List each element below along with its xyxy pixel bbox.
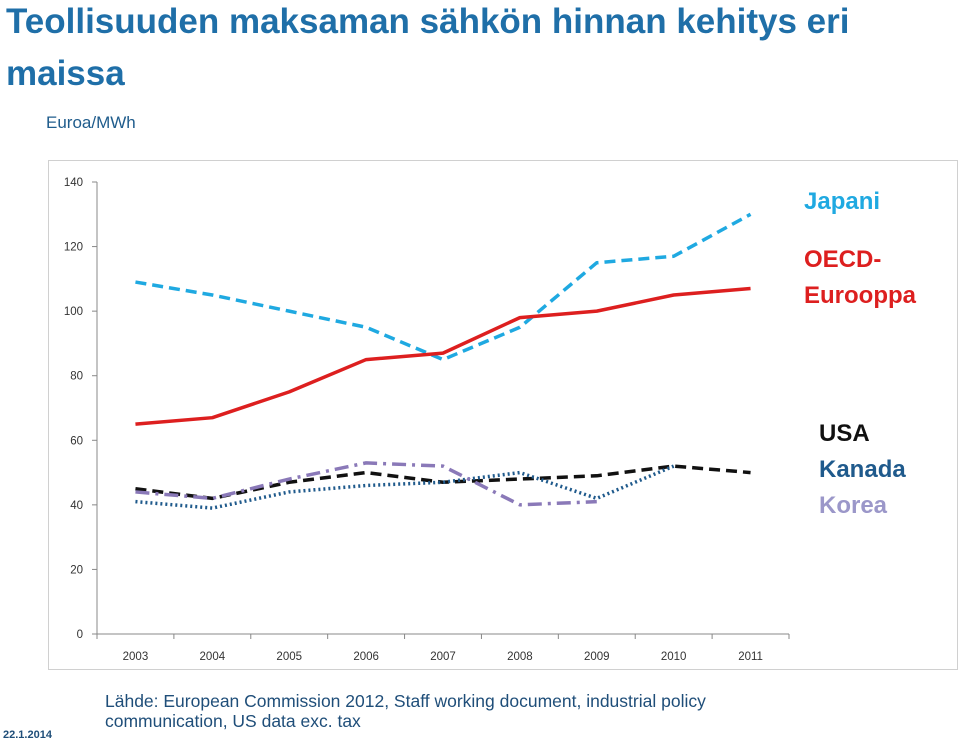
source-line-2: communication, US data exc. tax [105,711,361,731]
y-tick-label: 140 [64,177,83,189]
x-tick-label: 2010 [661,651,687,663]
unit-label: Euroa/MWh [46,113,136,132]
y-tick-label: 100 [64,306,83,318]
series-line-oecd-eurooppa [135,286,751,426]
y-tick-label: 0 [77,629,83,641]
legend-oecd-line1: OECD- [804,246,881,273]
legend-usa: USA [819,420,870,447]
date-label: 22.1.2014 [3,729,52,741]
series-line-usa [135,464,751,501]
series-line-kanada [135,464,675,510]
y-tick-label: 60 [70,435,83,447]
x-tick-label: 2004 [200,651,226,663]
x-tick-label: 2005 [276,651,302,663]
x-tick-label: 2009 [584,651,610,663]
page-title: Teollisuuden maksaman sähkön hinnan kehi… [6,2,850,93]
line-chart: 0 20 40 60 80 100 120 140 2003 2004 2005 2006 2007 20… [64,177,917,663]
x-tick-label: 2003 [123,651,149,663]
x-tick-label: 2011 [738,651,763,663]
source-note: Lähde: European Commission 2012, Staff w… [105,691,706,731]
y-tick-label: 40 [70,500,83,512]
y-tick-label: 20 [70,564,83,576]
x-tick-label: 2008 [507,651,533,663]
series-line-japani [135,212,752,362]
series-line-korea [135,461,597,507]
y-tick-label: 80 [70,371,83,383]
chart-area: 0 20 40 60 80 100 120 140 2003 2004 2005 2006 2007 20… [48,160,958,670]
source-line-1: Lähde: European Commission 2012, Staff w… [105,691,706,711]
x-tick-label: 2006 [353,651,379,663]
legend-korea: Korea [819,492,888,519]
legend-kanada: Kanada [819,456,906,483]
x-tick-label: 2007 [430,651,456,663]
y-tick-label: 120 [64,242,83,254]
legend-oecd-line2: Eurooppa [804,282,917,309]
legend-japani: Japani [804,188,880,215]
